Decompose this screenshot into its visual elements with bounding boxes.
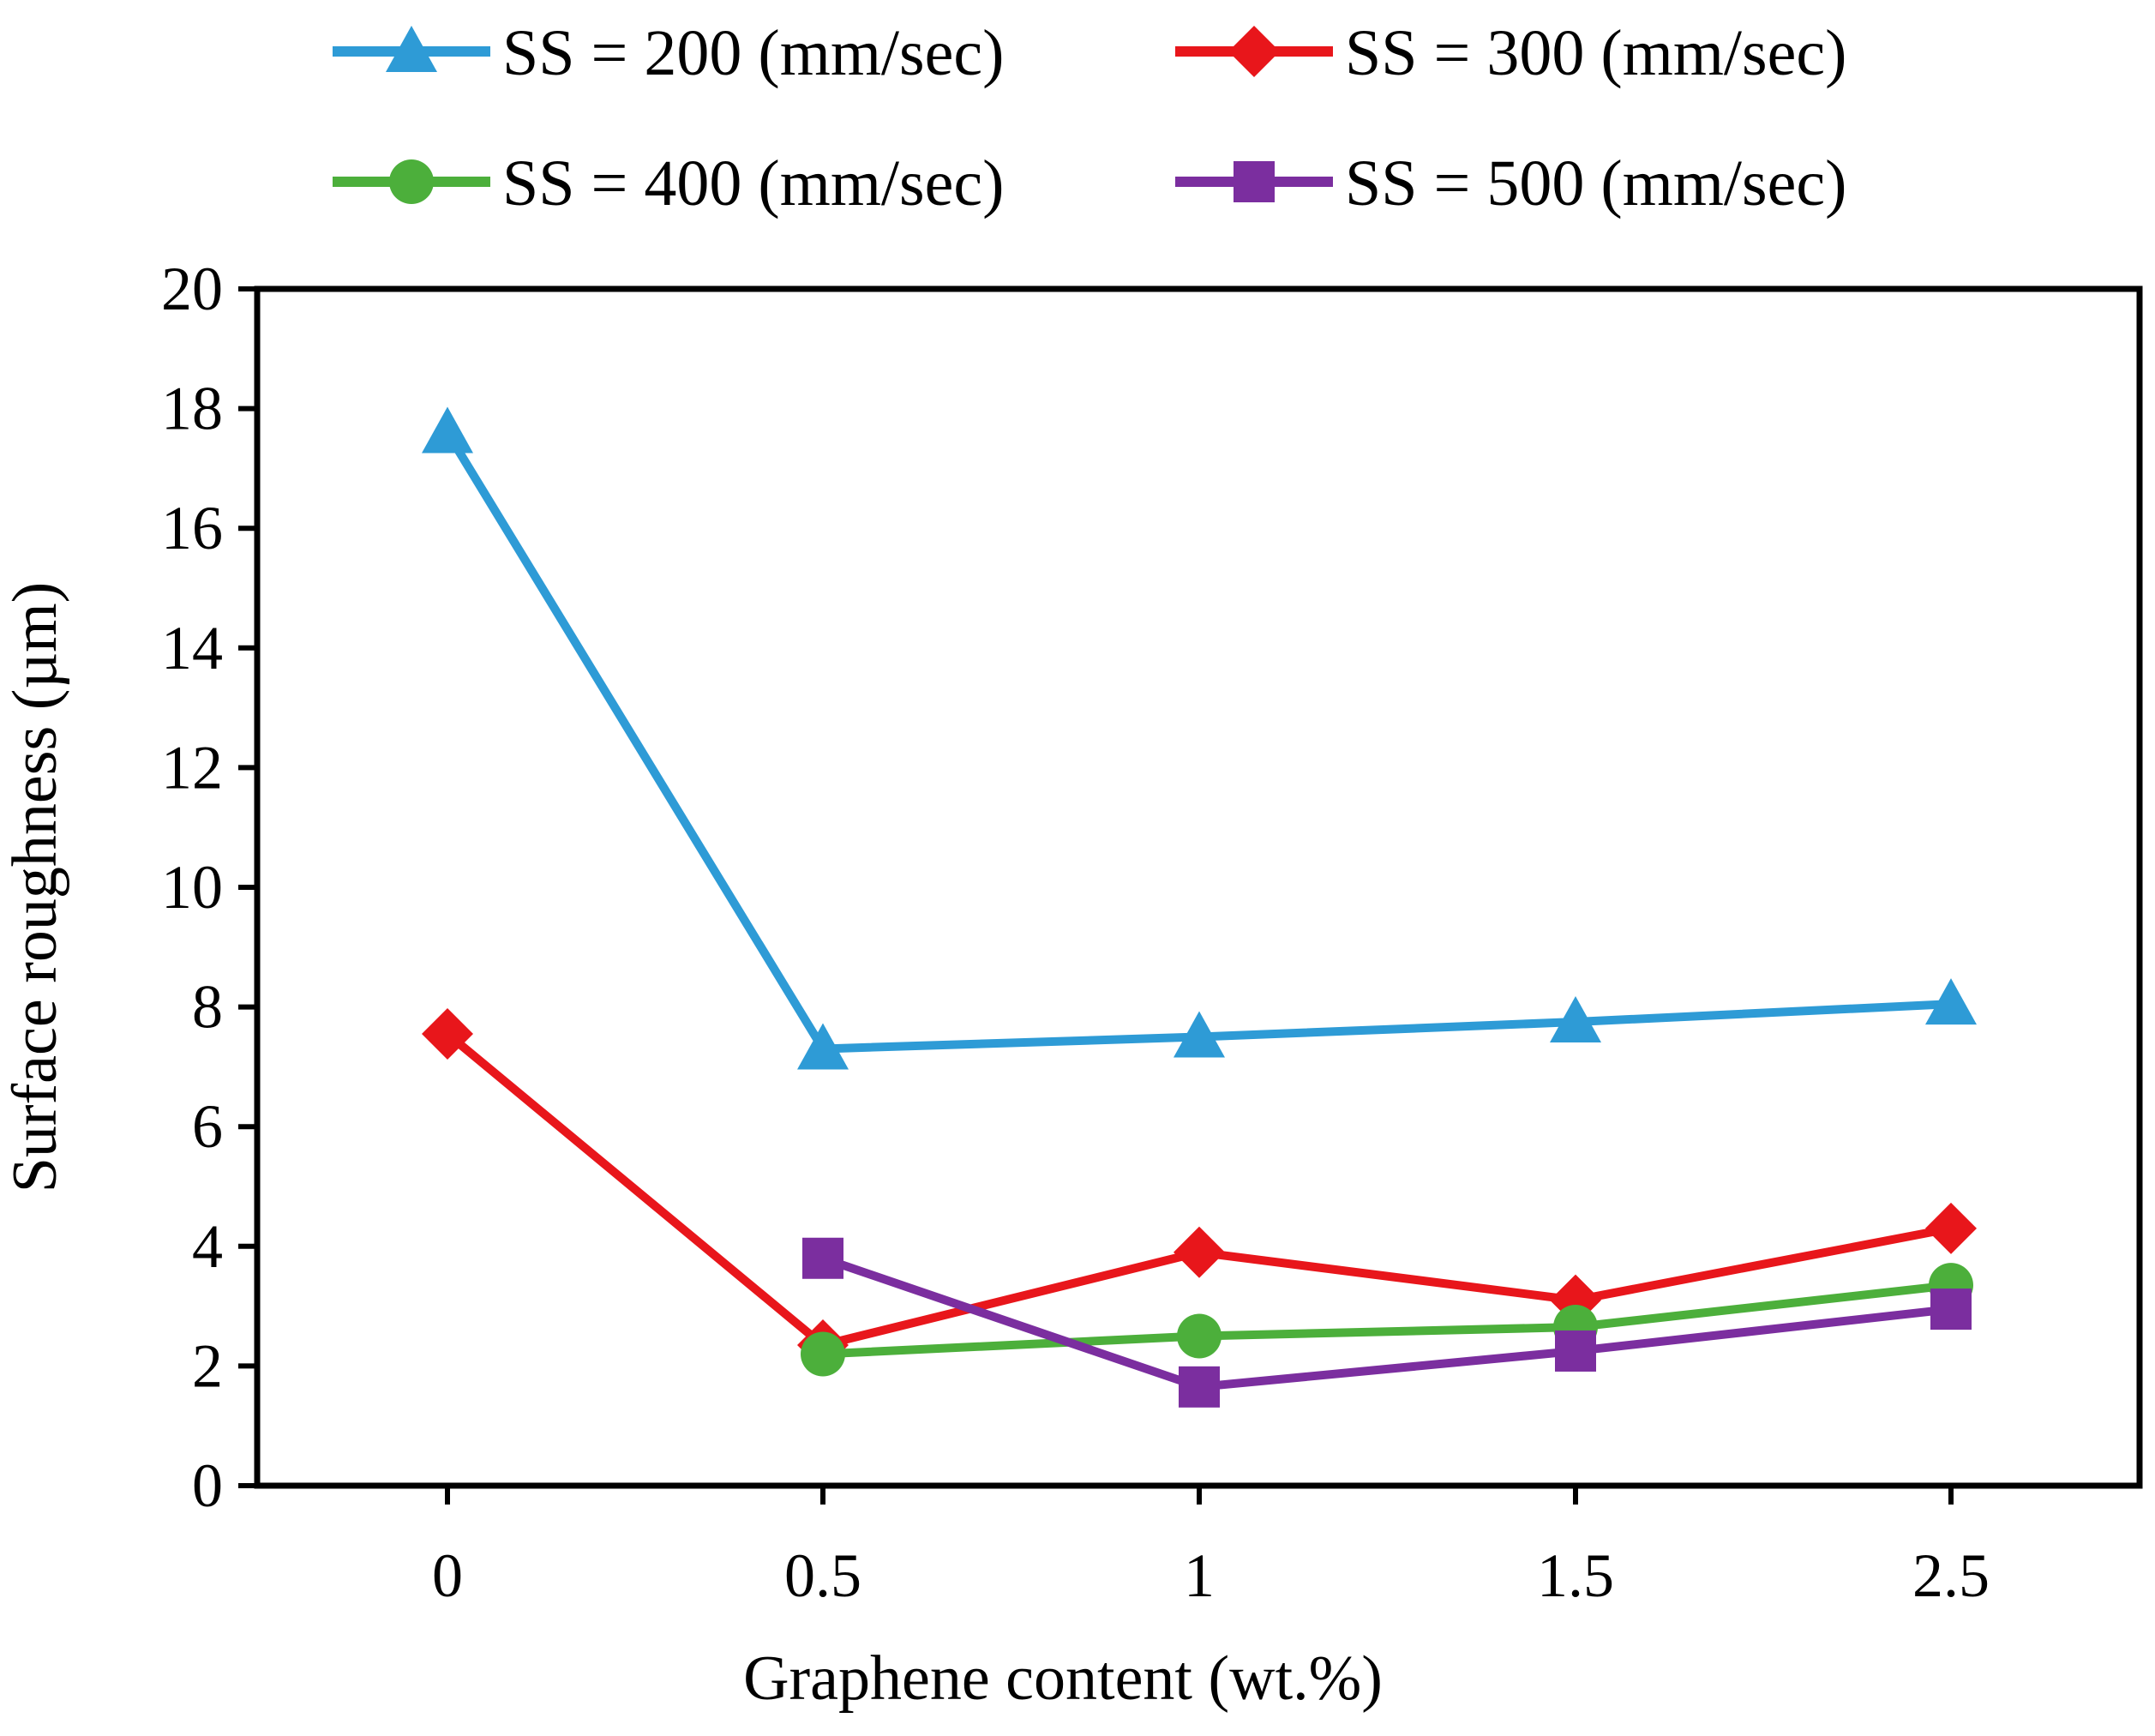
y-tick-label: 4 [192, 1212, 223, 1281]
series-1 [422, 406, 1977, 1070]
data-point [802, 1237, 843, 1279]
y-tick-label: 10 [161, 853, 223, 922]
data-point [1925, 1202, 1977, 1254]
y-tick-label: 0 [192, 1451, 223, 1520]
legend-label: SS = 200 (mm/sec) [502, 17, 1004, 89]
x-tick-label: 0.5 [784, 1541, 861, 1610]
x-axis-title: Graphene content (wt.%) [743, 1643, 1383, 1714]
legend-label: SS = 500 (mm/sec) [1345, 147, 1846, 219]
x-tick-label: 2.5 [1912, 1541, 1990, 1610]
y-tick-label: 18 [161, 375, 223, 443]
legend-item: SS = 400 (mm/sec) [333, 147, 1004, 219]
legend-marker [1228, 26, 1280, 77]
legend-label: SS = 400 (mm/sec) [502, 147, 1004, 219]
legend-marker [386, 26, 437, 72]
data-point [422, 1008, 473, 1060]
data-point [1179, 1366, 1220, 1408]
plot-area-frame [254, 285, 2143, 1489]
data-point [1555, 1330, 1596, 1372]
data-point [1925, 978, 1977, 1025]
x-tick-label: 1 [1184, 1541, 1215, 1610]
data-point [422, 406, 473, 454]
series-4 [802, 1237, 1972, 1408]
series-3 [801, 1263, 1973, 1377]
y-tick-label: 20 [161, 255, 223, 323]
y-tick-label: 6 [192, 1092, 223, 1161]
legend-marker [389, 159, 434, 204]
series-line [822, 1281, 1952, 1359]
y-tick-label: 2 [192, 1331, 223, 1400]
x-tick-label: 0 [432, 1541, 463, 1610]
data-point [1930, 1288, 1972, 1331]
data-point [1177, 1313, 1222, 1359]
data-point [1550, 996, 1601, 1043]
y-tick-label: 14 [161, 614, 223, 682]
y-tick-label: 8 [192, 973, 223, 1042]
x-axis: 0 0.5 1 1.5 2.5 [432, 1486, 1990, 1610]
legend-item: SS = 300 (mm/sec) [1175, 17, 1846, 89]
legend-item: SS = 500 (mm/sec) [1175, 147, 1846, 219]
legend-item: SS = 200 (mm/sec) [333, 17, 1004, 89]
y-tick-label: 12 [161, 733, 223, 802]
data-point [1174, 1011, 1225, 1058]
legend-marker [1234, 161, 1275, 202]
y-axis-title: Surface roughness (µm) [0, 582, 70, 1193]
y-tick-label: 16 [161, 494, 223, 562]
series-group [422, 406, 1977, 1408]
series-line [821, 1254, 1952, 1391]
data-point [797, 1023, 849, 1070]
legend-label: SS = 300 (mm/sec) [1345, 17, 1846, 89]
x-tick-label: 1.5 [1537, 1541, 1614, 1610]
legend: SS = 200 (mm/sec) SS = 300 (mm/sec) SS = 4… [333, 17, 1846, 219]
y-axis: 0 2 4 6 8 10 12 14 16 18 20 [161, 255, 257, 1520]
data-point [1174, 1226, 1225, 1278]
series-2 [422, 1008, 1977, 1371]
data-point [801, 1331, 845, 1377]
